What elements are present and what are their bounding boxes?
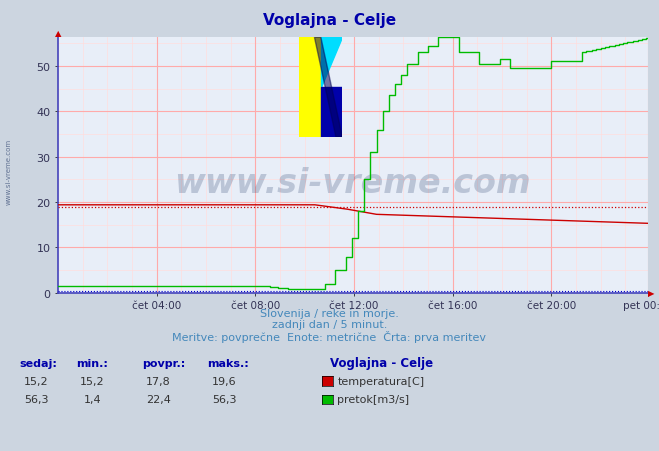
Polygon shape xyxy=(321,38,342,88)
Text: www.si-vreme.com: www.si-vreme.com xyxy=(175,167,531,200)
Text: 22,4: 22,4 xyxy=(146,394,171,404)
Text: Slovenija / reke in morje.: Slovenija / reke in morje. xyxy=(260,308,399,318)
Text: temperatura[C]: temperatura[C] xyxy=(337,376,424,386)
Polygon shape xyxy=(299,38,321,138)
Text: 56,3: 56,3 xyxy=(24,394,49,404)
Text: pretok[m3/s]: pretok[m3/s] xyxy=(337,394,409,404)
Polygon shape xyxy=(321,88,342,138)
Text: povpr.:: povpr.: xyxy=(142,358,185,368)
Text: ▶: ▶ xyxy=(648,289,654,298)
Text: www.si-vreme.com: www.si-vreme.com xyxy=(5,138,11,204)
Text: 1,4: 1,4 xyxy=(84,394,101,404)
Text: ▲: ▲ xyxy=(55,29,61,38)
Text: Voglajna - Celje: Voglajna - Celje xyxy=(330,357,432,369)
Text: sedaj:: sedaj: xyxy=(20,358,57,368)
Text: 19,6: 19,6 xyxy=(212,376,237,386)
Text: 15,2: 15,2 xyxy=(80,376,105,386)
Text: 17,8: 17,8 xyxy=(146,376,171,386)
Text: 15,2: 15,2 xyxy=(24,376,49,386)
Text: zadnji dan / 5 minut.: zadnji dan / 5 minut. xyxy=(272,320,387,330)
Text: Voglajna - Celje: Voglajna - Celje xyxy=(263,13,396,28)
Text: Meritve: povprečne  Enote: metrične  Črta: prva meritev: Meritve: povprečne Enote: metrične Črta:… xyxy=(173,330,486,342)
Text: min.:: min.: xyxy=(76,358,107,368)
Polygon shape xyxy=(314,38,342,138)
Text: 56,3: 56,3 xyxy=(212,394,237,404)
Text: maks.:: maks.: xyxy=(208,358,249,368)
